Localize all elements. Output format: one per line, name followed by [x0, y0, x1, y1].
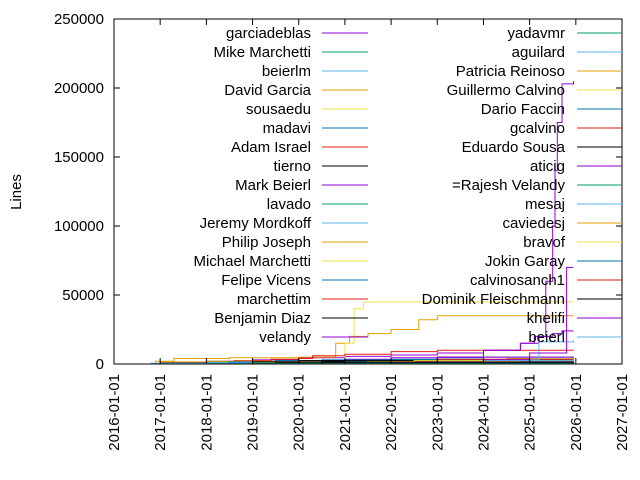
legend-label: Dario Faccin — [481, 101, 565, 118]
legend-label: calvinosanch1 — [470, 272, 565, 289]
legend-label: sousaedu — [246, 101, 311, 118]
legend-label: Jokin Garay — [485, 253, 566, 270]
x-tick-label: 2020-01-01 — [291, 374, 308, 451]
legend: garciadeblas Mike Marchetti beierlm David G… — [193, 25, 622, 346]
legend-label: velandy — [259, 329, 311, 346]
legend-label: madavi — [263, 120, 311, 137]
legend-label: aguilard — [512, 44, 565, 61]
x-tick-label: 2026-01-01 — [568, 374, 585, 451]
legend-label: khelifi — [527, 310, 565, 327]
legend-label: mesaj — [525, 196, 565, 213]
y-tick-label: 250000 — [54, 11, 104, 28]
legend-label: David Garcia — [224, 82, 311, 99]
axes-layer: 0 50000 100000 150000 200000 250000 2016-01-01… — [54, 11, 631, 451]
y-axis-label: Lines — [8, 174, 25, 210]
legend-label: Guillermo Calvino — [447, 82, 565, 99]
legend-label: Felipe Vicens — [221, 272, 311, 289]
x-tick-label: 2018-01-01 — [198, 374, 215, 451]
x-tick-label: 2022-01-01 — [383, 374, 400, 451]
y-tick-label: 100000 — [54, 218, 104, 235]
legend-label: Philip Joseph — [222, 234, 311, 251]
plot-border — [113, 18, 623, 365]
legend-label: caviedesj — [502, 215, 565, 232]
series-line — [368, 81, 574, 365]
legend-label: bravof — [523, 234, 566, 251]
legend-label: marchettim — [237, 291, 311, 308]
legend-label: Michael Marchetti — [193, 253, 311, 270]
y-tick-label: 0 — [96, 356, 104, 373]
legend-label: aticig — [530, 158, 565, 175]
legend-label: Dominik Fleischmann — [422, 291, 565, 308]
legend-label: Mark Beierl — [235, 177, 311, 194]
y-tick-label: 150000 — [54, 149, 104, 166]
legend-label: Jeremy Mordkoff — [200, 215, 312, 232]
legend-label: Eduardo Sousa — [462, 139, 566, 156]
legend-label: gcalvino — [510, 120, 565, 137]
series-line — [321, 301, 574, 365]
y-tick-label: 200000 — [54, 80, 104, 97]
y-tick-label: 50000 — [62, 287, 104, 304]
legend-label: lavado — [267, 196, 311, 213]
legend-label: =Rajesh Velandy — [452, 177, 565, 194]
legend-label: beierl — [528, 329, 565, 346]
x-tick-label: 2027-01-01 — [614, 374, 631, 451]
legend-label: yadavmr — [507, 25, 565, 42]
x-tick-label: 2025-01-01 — [522, 374, 539, 451]
legend-label: tierno — [273, 158, 311, 175]
legend-label: Benjamin Diaz — [214, 310, 311, 327]
legend-label: garciadeblas — [226, 25, 311, 42]
x-tick-label: 2017-01-01 — [152, 374, 169, 451]
x-tick-label: 2024-01-01 — [475, 374, 492, 451]
x-tick-label: 2021-01-01 — [337, 374, 354, 451]
x-tick-label: 2023-01-01 — [429, 374, 446, 451]
x-tick-label: 2019-01-01 — [245, 374, 262, 451]
legend-label: Adam Israel — [231, 139, 311, 156]
legend-label: Mike Marchetti — [213, 44, 311, 61]
x-tick-label: 2016-01-01 — [106, 374, 123, 451]
legend-label: Patricia Reinoso — [456, 63, 565, 80]
legend-label: beierlm — [262, 63, 311, 80]
